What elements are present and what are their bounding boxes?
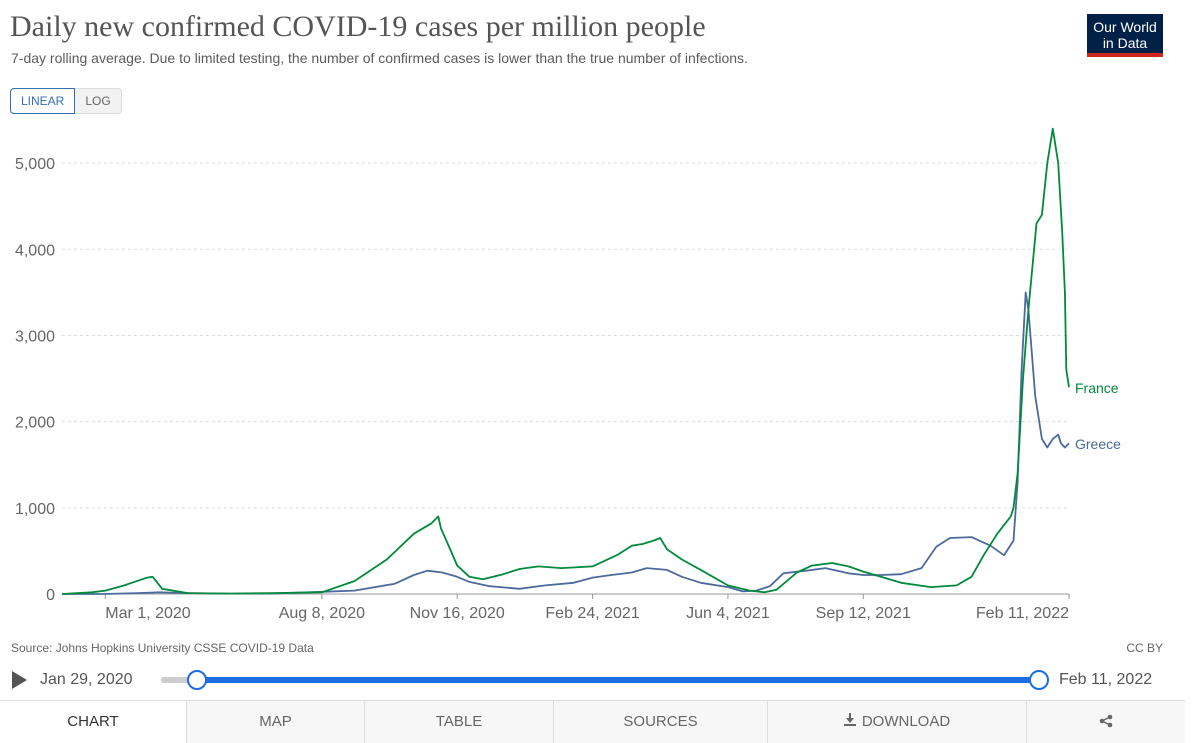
x-tick-label: Sep 12, 2021 <box>816 605 911 622</box>
tab-share[interactable] <box>1026 701 1185 743</box>
tab-chart[interactable]: CHART <box>0 701 186 743</box>
y-tick-label: 2,000 <box>15 415 55 432</box>
timeline-start-handle[interactable] <box>187 670 207 690</box>
source-note: Source: Johns Hopkins University CSSE CO… <box>11 641 314 655</box>
line-chart: 0 1,000 2,000 3,000 4,000 5,000 Mar 1, 2020 Aug… <box>15 127 1121 622</box>
x-tick-label: Feb 11, 2022 <box>976 605 1069 622</box>
series-label-france: France <box>1075 380 1119 396</box>
y-tick-label: 0 <box>46 587 55 604</box>
tab-table[interactable]: TABLE <box>364 701 553 743</box>
x-tick-label: Feb 24, 2021 <box>545 605 639 622</box>
y-tick-label: 1,000 <box>15 501 55 518</box>
linear-scale-button[interactable]: LINEAR <box>10 88 76 114</box>
tab-download-label: DOWNLOAD <box>861 713 951 730</box>
chart-title: Daily new confirmed COVID-19 cases per m… <box>10 10 706 43</box>
timeline-selected-range[interactable] <box>196 677 1039 683</box>
timeline-end-handle[interactable] <box>1029 670 1049 690</box>
chart-subtitle: 7-day rolling average. Due to limited te… <box>11 50 748 66</box>
x-tick-label: Nov 16, 2020 <box>410 605 505 622</box>
timeline-start-date: Jan 29, 2020 <box>40 671 133 688</box>
license-link[interactable]: CC BY <box>1126 641 1163 655</box>
x-tick-label: Mar 1, 2020 <box>105 605 190 622</box>
series-label-greece: Greece <box>1075 436 1121 452</box>
download-icon <box>843 713 856 726</box>
owid-logo[interactable]: Our World in Data <box>1087 14 1163 57</box>
tab-bar: CHART MAP TABLE SOURCES DOWNLOAD <box>0 700 1185 743</box>
timeline: Jan 29, 2020 Feb 11, 2022 <box>0 662 1201 698</box>
logo-line-1: Our World <box>1093 19 1157 35</box>
series-line-greece <box>62 291 1070 595</box>
logo-line-2: in Data <box>1102 35 1148 51</box>
tab-download[interactable]: DOWNLOAD <box>767 701 1026 743</box>
log-scale-button[interactable]: LOG <box>75 88 122 114</box>
timeline-end-date: Feb 11, 2022 <box>1059 671 1153 688</box>
scale-toggle: LINEAR LOG <box>10 88 122 114</box>
y-tick-label: 3,000 <box>15 328 55 345</box>
play-icon[interactable] <box>12 671 27 689</box>
share-icon <box>1099 714 1113 728</box>
series-line-france <box>61 127 1070 595</box>
tab-sources[interactable]: SOURCES <box>553 701 767 743</box>
y-tick-label: 5,000 <box>15 156 55 173</box>
x-tick-label: Aug 8, 2020 <box>279 605 365 622</box>
tab-map[interactable]: MAP <box>186 701 364 743</box>
x-tick-label: Jun 4, 2021 <box>686 605 770 622</box>
y-tick-label: 4,000 <box>15 242 55 259</box>
